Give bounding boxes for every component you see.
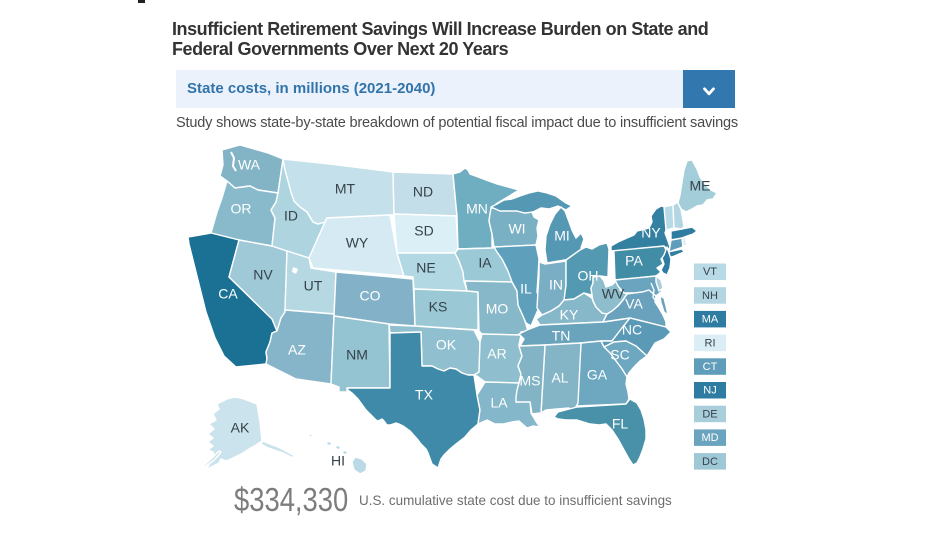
svg-text:MI: MI bbox=[554, 228, 570, 244]
svg-text:SD: SD bbox=[414, 223, 433, 239]
svg-text:DC: DC bbox=[702, 456, 718, 468]
svg-text:PA: PA bbox=[625, 253, 643, 269]
svg-text:TN: TN bbox=[552, 328, 571, 344]
svg-text:ME: ME bbox=[690, 178, 711, 194]
svg-text:MN: MN bbox=[466, 201, 488, 217]
svg-text:AR: AR bbox=[487, 346, 506, 362]
svg-text:SC: SC bbox=[610, 347, 629, 363]
svg-text:NM: NM bbox=[346, 347, 368, 363]
svg-text:AK: AK bbox=[231, 420, 250, 436]
svg-text:MO: MO bbox=[486, 301, 509, 317]
svg-text:OH: OH bbox=[578, 268, 599, 284]
svg-text:OK: OK bbox=[436, 337, 457, 353]
svg-text:CO: CO bbox=[360, 288, 381, 304]
svg-text:IA: IA bbox=[478, 255, 492, 271]
svg-text:OR: OR bbox=[231, 201, 252, 217]
svg-text:FL: FL bbox=[612, 416, 629, 432]
svg-text:VT: VT bbox=[703, 266, 717, 278]
svg-text:NC: NC bbox=[622, 322, 642, 338]
svg-text:AL: AL bbox=[551, 370, 568, 386]
svg-text:NE: NE bbox=[416, 260, 435, 276]
svg-text:AZ: AZ bbox=[288, 342, 306, 358]
svg-text:TX: TX bbox=[415, 387, 434, 403]
svg-text:IN: IN bbox=[549, 277, 563, 293]
svg-text:MD: MD bbox=[701, 432, 718, 444]
svg-text:WI: WI bbox=[508, 221, 525, 237]
svg-text:NV: NV bbox=[253, 267, 273, 283]
svg-text:KY: KY bbox=[560, 307, 579, 323]
svg-text:MS: MS bbox=[520, 373, 541, 389]
svg-text:NY: NY bbox=[641, 225, 661, 241]
svg-text:KS: KS bbox=[429, 299, 448, 315]
svg-text:CA: CA bbox=[218, 286, 238, 302]
svg-text:WA: WA bbox=[238, 157, 261, 173]
svg-text:NJ: NJ bbox=[703, 385, 716, 397]
svg-text:RI: RI bbox=[705, 337, 716, 349]
svg-text:IL: IL bbox=[520, 281, 532, 297]
svg-text:LA: LA bbox=[490, 395, 508, 411]
svg-text:ND: ND bbox=[413, 184, 433, 200]
svg-text:DE: DE bbox=[702, 408, 717, 420]
svg-text:GA: GA bbox=[587, 367, 608, 383]
svg-text:HI: HI bbox=[331, 453, 345, 469]
svg-text:MA: MA bbox=[702, 314, 719, 326]
svg-text:WY: WY bbox=[346, 235, 369, 251]
svg-text:VA: VA bbox=[625, 296, 643, 312]
svg-text:UT: UT bbox=[304, 278, 323, 294]
svg-text:NH: NH bbox=[702, 290, 718, 302]
svg-text:MT: MT bbox=[335, 181, 356, 197]
svg-text:ID: ID bbox=[284, 208, 298, 224]
svg-text:WV: WV bbox=[602, 286, 625, 302]
svg-text:CT: CT bbox=[703, 361, 718, 373]
